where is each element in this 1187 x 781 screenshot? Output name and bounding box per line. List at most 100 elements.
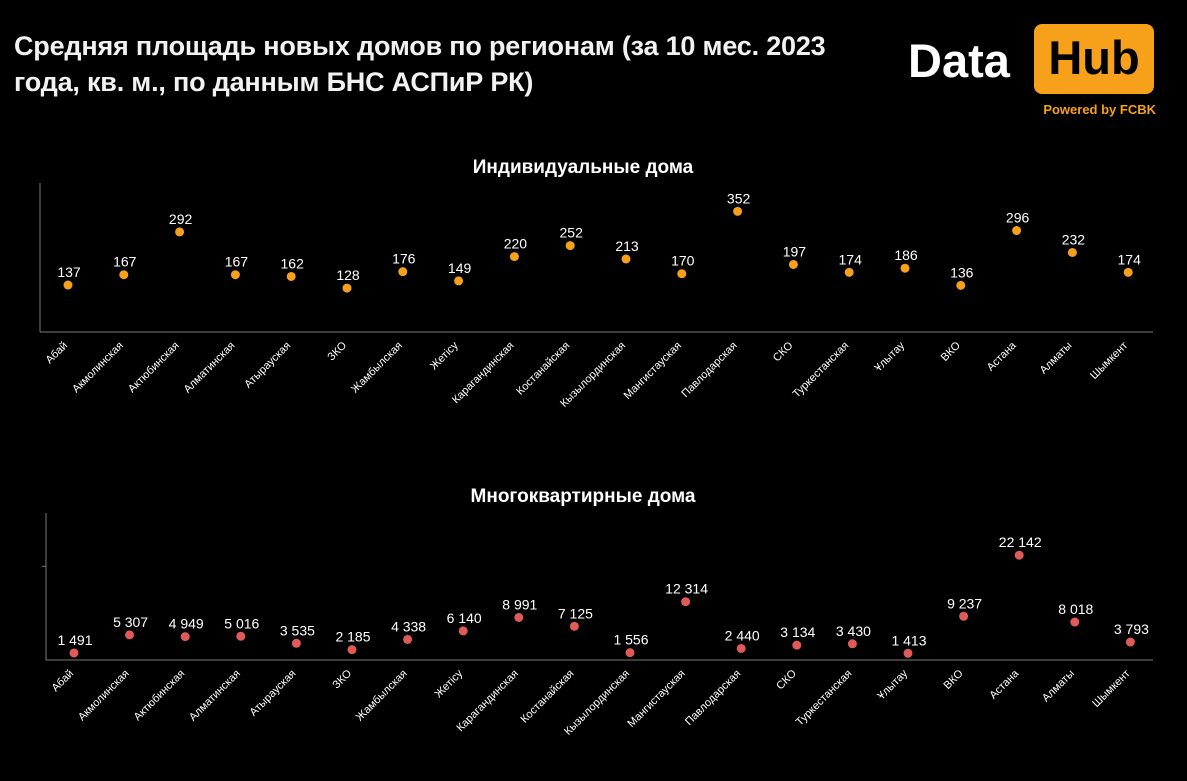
data-label: 296: [1006, 210, 1030, 226]
x-tick-label: Жамбылская: [354, 668, 410, 724]
data-label: 167: [225, 254, 249, 270]
data-label: 2 440: [725, 627, 760, 643]
data-point: [514, 612, 524, 622]
data-label: 136: [950, 264, 974, 280]
data-label: 1 556: [613, 632, 648, 648]
data-label: 149: [448, 260, 472, 276]
data-label: 352: [727, 190, 751, 206]
data-label: 1 491: [57, 632, 92, 648]
data-point: [900, 263, 910, 273]
data-label: 5 307: [113, 614, 148, 630]
data-point: [1012, 226, 1022, 236]
data-point: [230, 270, 240, 280]
x-tick-label: Мангистауская: [625, 668, 687, 730]
data-label: 3 793: [1114, 621, 1149, 637]
data-point: [677, 269, 687, 279]
data-label: 128: [336, 267, 360, 283]
x-tick-label: Абай: [49, 668, 76, 695]
data-point: [1070, 617, 1080, 627]
x-tick-label: Мангистауская: [622, 340, 684, 402]
data-point: [1014, 550, 1024, 560]
data-label: 167: [113, 254, 137, 270]
logo-word-hub: Hub: [1034, 24, 1154, 94]
data-point: [125, 630, 135, 640]
data-label: 22 142: [999, 534, 1042, 550]
x-tick-label: Актюбинская: [126, 340, 182, 396]
data-point: [403, 634, 413, 644]
data-point: [621, 254, 631, 264]
data-label: 3 535: [280, 622, 315, 638]
data-point: [792, 640, 802, 650]
data-point: [342, 283, 352, 293]
data-label: 213: [615, 238, 639, 254]
x-tick-label: ВКО: [942, 667, 966, 691]
data-label: 197: [783, 243, 807, 259]
chart-main-title: Средняя площадь новых домов по регионам …: [14, 31, 826, 97]
data-point: [681, 597, 691, 607]
data-label: 2 185: [335, 629, 370, 645]
x-tick-label: Алматы: [1040, 668, 1077, 705]
x-tick-label: Туркестанская: [794, 668, 855, 729]
x-tick-label: Карагандинская: [450, 340, 516, 406]
data-label: 137: [57, 264, 81, 280]
x-tick-label: Алматинская: [182, 340, 238, 396]
data-label: 220: [504, 236, 528, 252]
data-point: [291, 638, 301, 648]
x-tick-label: Ұлытау: [873, 339, 908, 374]
data-label: 176: [392, 251, 416, 267]
data-point: [736, 643, 746, 653]
data-label: 4 949: [169, 616, 204, 632]
x-tick-label: Жамбылская: [349, 340, 405, 396]
x-tick-label: ВКО: [939, 339, 963, 363]
data-point: [625, 648, 635, 658]
x-tick-label: Астана: [987, 667, 1022, 702]
data-point: [509, 252, 519, 262]
data-point: [847, 639, 857, 649]
data-point: [1123, 267, 1133, 277]
data-label: 7 125: [558, 605, 593, 621]
x-tick-label: Костанайская: [514, 340, 572, 398]
data-point: [347, 645, 357, 655]
data-label: 174: [839, 251, 863, 267]
x-tick-label: Ұлытау: [876, 667, 911, 702]
data-point: [565, 241, 575, 251]
data-point: [458, 626, 468, 636]
data-point: [1125, 637, 1135, 647]
data-point: [180, 632, 190, 642]
data-point: [733, 206, 743, 216]
x-tick-label: Алматинская: [187, 668, 243, 724]
x-tick-label: ЗКО: [330, 667, 354, 691]
data-label: 9 237: [947, 595, 982, 611]
data-point: [956, 280, 966, 290]
data-point: [844, 267, 854, 277]
x-tick-label: ЗКО: [325, 339, 349, 363]
data-label: 3 430: [836, 623, 871, 639]
x-tick-label: Шымкент: [1088, 340, 1130, 382]
data-point: [903, 648, 913, 658]
x-tick-label: Акмолинская: [70, 340, 126, 396]
data-label: 292: [169, 211, 193, 227]
x-tick-label: Костанайская: [519, 668, 577, 726]
x-tick-label: Жетісу: [433, 667, 466, 700]
data-point: [1067, 247, 1077, 257]
data-point: [63, 280, 73, 290]
data-label: 8 991: [502, 596, 537, 612]
x-tick-label: Туркестанская: [791, 340, 852, 401]
data-label: 3 134: [780, 624, 815, 640]
data-point: [788, 259, 798, 269]
data-label: 232: [1062, 231, 1086, 247]
data-label: 4 338: [391, 618, 426, 634]
data-label: 8 018: [1058, 601, 1093, 617]
data-point: [398, 267, 408, 277]
chart-title-2: Многоквартирные дома: [471, 486, 696, 507]
data-point: [119, 270, 129, 280]
data-label: 162: [281, 255, 305, 271]
data-label: 252: [560, 225, 584, 241]
x-tick-label: Карагандинская: [454, 668, 520, 734]
x-tick-label: Атырауская: [242, 340, 293, 391]
chart-title-1: Индивидуальные дома: [473, 157, 694, 178]
x-tick-label: Абай: [43, 340, 70, 367]
x-tick-label: Атырауская: [247, 668, 298, 719]
x-tick-label: СКО: [771, 339, 796, 364]
